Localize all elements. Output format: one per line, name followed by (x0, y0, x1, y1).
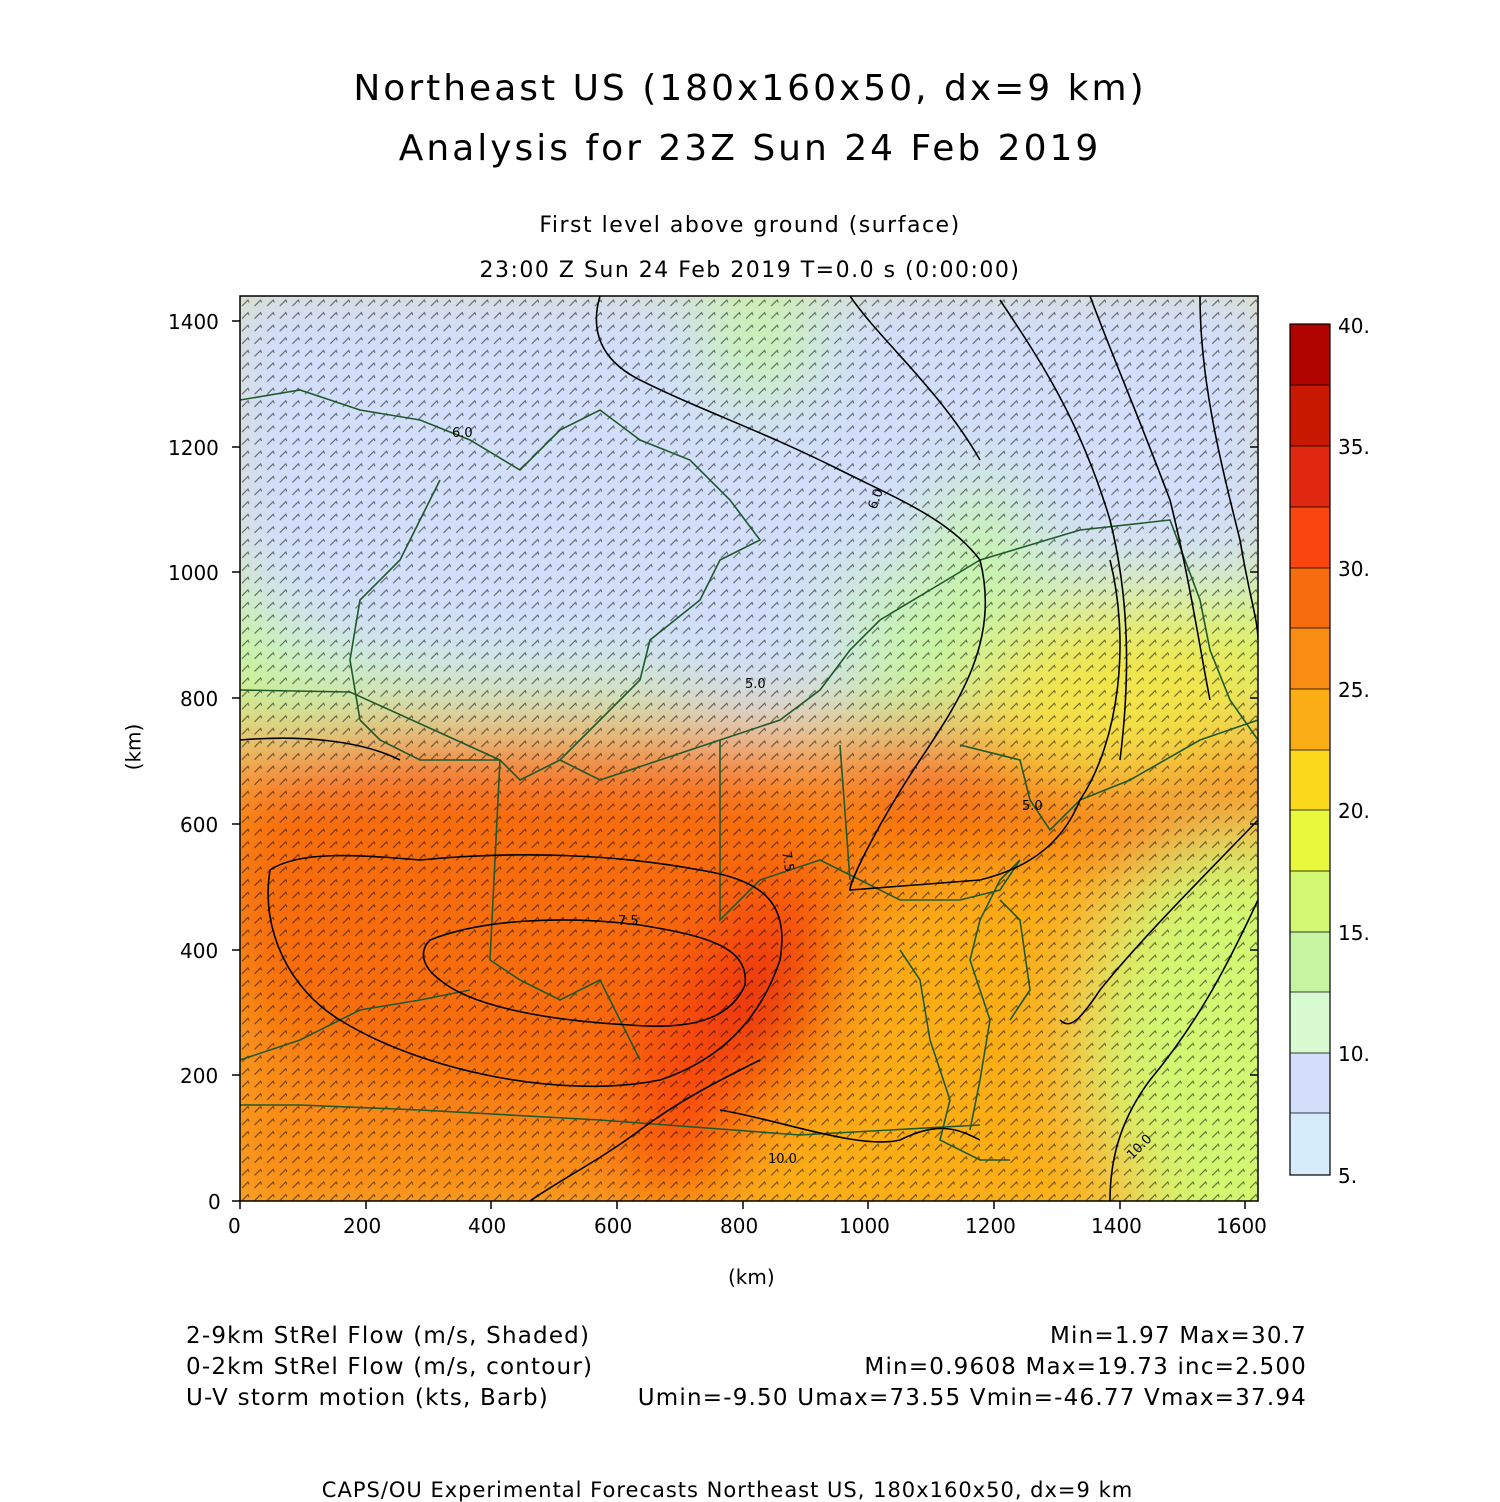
coastline-boundaries (240, 389, 1258, 1161)
colorbar-label: 40. (1338, 314, 1370, 338)
x-tick-label: 200 (343, 1214, 382, 1238)
colorbar-label: 5. (1338, 1164, 1358, 1188)
level-label: First level above ground (surface) (539, 213, 961, 238)
legend-shaded-stats: Min=1.97 Max=30.7 (1049, 1323, 1307, 1349)
y-tick-label: 1400 (168, 310, 219, 334)
y-tick-label: 0 (208, 1190, 221, 1214)
y-tick-label: 1000 (168, 561, 219, 585)
x-tick-label: 0 (228, 1214, 241, 1238)
y-tick-label: 600 (180, 813, 219, 837)
x-tick-label: 600 (594, 1214, 633, 1238)
legend-contour-field: 0-2km StRel Flow (m/s, contour) (186, 1354, 594, 1380)
contour-label: 7.5 (778, 850, 796, 873)
y-tick-label: 800 (180, 687, 219, 711)
contour-label: 6.0 (452, 426, 473, 441)
valid-time-label: 23:00 Z Sun 24 Feb 2019 T=0.0 s (0:00:00… (479, 258, 1021, 283)
contour-lines (240, 296, 1258, 1201)
colorbar-label: 25. (1338, 678, 1370, 702)
x-tick-label: 400 (468, 1214, 507, 1238)
legend-barb-stats: Umin=-9.50 Umax=73.55 Vmin=-46.77 Vmax=3… (637, 1385, 1307, 1411)
footer-credit: CAPS/OU Experimental Forecasts Northeast… (321, 1478, 1134, 1502)
colorbar-label: 10. (1338, 1042, 1370, 1066)
plot-frame (239, 295, 1259, 1202)
y-tick-label: 1200 (168, 436, 219, 460)
x-tick-label: 800 (720, 1214, 759, 1238)
x-tick-label: 1400 (1091, 1214, 1142, 1238)
y-tick-label: 400 (180, 939, 219, 963)
legend-barb-field: U-V storm motion (kts, Barb) (186, 1385, 549, 1411)
map-title-line2: Analysis for 23Z Sun 24 Feb 2019 (398, 128, 1102, 169)
x-tick-label: 1200 (965, 1214, 1016, 1238)
y-tick-label: 200 (180, 1064, 219, 1088)
y-axis-label: (km) (121, 723, 146, 771)
map-title-line1: Northeast US (180x160x50, dx=9 km) (353, 68, 1147, 109)
contour-label: 6.0 (866, 487, 887, 512)
contour-label: 7.5 (618, 914, 639, 929)
x-axis-label: (km) (728, 1265, 775, 1289)
legend-shaded-field: 2-9km StRel Flow (m/s, Shaded) (186, 1323, 591, 1349)
contour-label: 10.0 (768, 1152, 797, 1167)
colorbar (1289, 323, 1331, 1176)
colorbar-label: 35. (1338, 435, 1370, 459)
colorbar-label: 20. (1338, 799, 1370, 823)
x-tick-label: 1600 (1216, 1214, 1267, 1238)
contour-label: 5.0 (745, 677, 766, 692)
shaded-flow-field (240, 296, 1258, 1201)
x-tick-label: 1000 (839, 1214, 890, 1238)
axis-ticks (232, 320, 1258, 1209)
contour-label: 5.0 (1022, 799, 1043, 814)
colorbar-label: 15. (1338, 921, 1370, 945)
colorbar-label: 30. (1338, 557, 1370, 581)
legend-contour-stats: Min=0.9608 Max=19.73 inc=2.500 (864, 1354, 1307, 1380)
